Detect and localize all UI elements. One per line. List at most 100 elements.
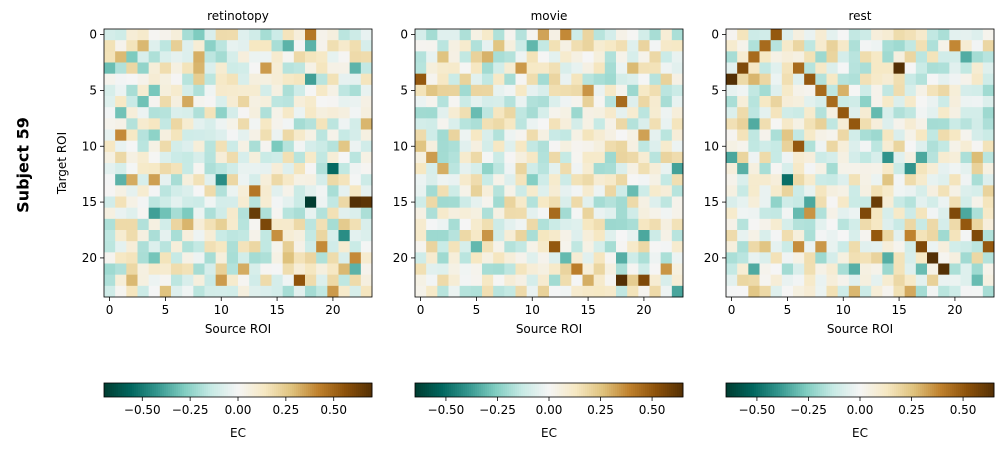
colorbar-swatch <box>206 383 209 397</box>
heatmap-cell <box>305 274 317 287</box>
colorbar-swatch <box>647 383 650 397</box>
heatmap-cell <box>215 241 228 253</box>
colorbar-swatch <box>639 383 642 397</box>
heatmap-cell <box>726 207 738 220</box>
heatmap-cell <box>660 196 673 209</box>
heatmap-cell <box>904 263 917 276</box>
heatmap-cell <box>793 252 805 264</box>
heatmap-cell <box>193 40 205 52</box>
heatmap-cell <box>837 151 850 164</box>
heatmap-cell <box>915 207 928 220</box>
heatmap-cell <box>915 73 928 86</box>
heatmap-cell <box>649 51 662 63</box>
heatmap-cell <box>305 73 317 86</box>
heatmap-cell <box>837 185 850 197</box>
heatmap-cell <box>848 163 861 175</box>
heatmap-cell <box>271 241 284 253</box>
heatmap-cell <box>793 29 805 41</box>
heatmap-cell <box>804 207 816 220</box>
heatmap-cell <box>238 51 250 63</box>
heatmap-cell <box>226 174 239 186</box>
colorbar-swatch <box>906 383 909 397</box>
colorbar-swatch <box>136 383 139 397</box>
heatmap-cell <box>770 218 783 231</box>
heatmap-cell <box>882 230 894 242</box>
heatmap-cell <box>271 96 284 108</box>
heatmap-cell <box>826 230 839 242</box>
heatmap-cell <box>604 40 617 52</box>
heatmap-cell <box>159 84 172 97</box>
colorbar-swatch <box>922 383 925 397</box>
heatmap-cell <box>104 174 116 186</box>
heatmap-cell <box>349 73 362 86</box>
x-axis-label: Source ROI <box>205 322 271 336</box>
heatmap-cell <box>293 241 306 253</box>
heatmap-cell <box>470 118 483 130</box>
heatmap-cell <box>560 163 572 175</box>
heatmap-cell <box>215 118 228 130</box>
colorbar-swatch <box>810 383 813 397</box>
heatmap-cell <box>104 62 116 75</box>
heatmap-cell <box>826 40 839 52</box>
heatmap-cell <box>971 29 984 41</box>
heatmap-cell <box>104 40 116 52</box>
colorbar-swatch <box>575 383 578 397</box>
heatmap-cell <box>549 218 561 231</box>
heatmap-cell <box>671 29 684 41</box>
heatmap-cell <box>649 84 662 97</box>
axes-frame <box>414 28 684 298</box>
colorbar-swatch <box>286 383 289 397</box>
heatmap-cell <box>526 151 539 164</box>
heatmap-cell <box>148 218 161 231</box>
heatmap-cell <box>871 230 883 242</box>
heatmap-cell <box>982 274 995 287</box>
heatmap-cell <box>560 96 572 108</box>
heatmap-cell <box>305 207 317 220</box>
heatmap-cell <box>238 218 250 231</box>
heatmap-cell <box>582 140 595 153</box>
heatmap-cell <box>915 285 928 298</box>
colorbar-swatch <box>802 383 805 397</box>
heatmap-cell <box>260 107 272 119</box>
colorbar-swatch <box>852 383 855 397</box>
colorbar-swatch <box>517 383 520 397</box>
heatmap-cell <box>759 151 772 164</box>
heatmap-cell <box>604 62 617 75</box>
heatmap-cell <box>437 174 449 186</box>
heatmap-cell <box>271 218 284 231</box>
heatmap-cell <box>582 29 595 41</box>
heatmap-cell <box>960 241 973 253</box>
colorbar-swatch <box>609 383 612 397</box>
heatmap-cell <box>815 151 827 164</box>
colorbar-swatch <box>150 383 153 397</box>
heatmap-cell <box>737 218 749 231</box>
heatmap-cell <box>316 151 328 164</box>
heatmap-cell <box>770 241 783 253</box>
heatmap-cell <box>737 274 749 287</box>
heatmap-cell <box>126 285 138 298</box>
heatmap-cell <box>649 163 662 175</box>
heatmap-cell <box>426 174 438 186</box>
heatmap-cell <box>982 285 995 298</box>
heatmap-cell <box>938 107 950 119</box>
heatmap-cell <box>182 263 194 276</box>
heatmap-cell <box>837 40 850 52</box>
heatmap-cell <box>215 129 228 142</box>
heatmap-cell <box>560 140 572 153</box>
heatmap-cell <box>949 62 961 75</box>
heatmap-cell <box>126 51 138 63</box>
heatmap-cell <box>204 207 217 220</box>
heatmap-cell <box>882 196 894 209</box>
heatmap-cell <box>215 84 228 97</box>
colorbar-swatch <box>216 383 219 397</box>
heatmap-cell <box>759 129 772 142</box>
heatmap-cell <box>537 185 550 197</box>
colorbar-swatch <box>495 383 498 397</box>
heatmap-cell <box>426 207 438 220</box>
heatmap-cell <box>493 40 505 52</box>
heatmap-cell <box>115 62 127 75</box>
heatmap-cell <box>437 252 449 264</box>
heatmap-cell <box>327 263 339 276</box>
heatmap-cell <box>893 73 906 86</box>
colorbar-swatch <box>138 383 141 397</box>
